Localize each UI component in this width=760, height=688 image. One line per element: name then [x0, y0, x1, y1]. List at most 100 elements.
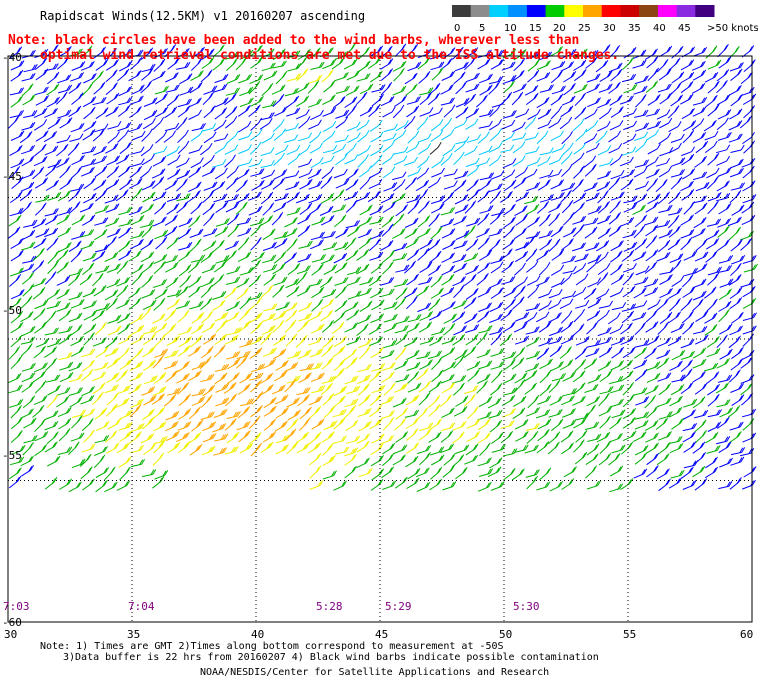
wind-barb [406, 322, 420, 334]
wind-barb [44, 208, 59, 217]
wind-barb [731, 394, 745, 407]
wind-barb [670, 169, 686, 178]
wind-barb [128, 250, 142, 262]
wind-barb [237, 227, 252, 237]
wind-barb [586, 480, 602, 490]
wind-barb [571, 242, 587, 252]
wind-barb [235, 179, 248, 193]
wind-barb [153, 297, 166, 311]
wind-barb [213, 344, 226, 358]
wind-barb [297, 144, 311, 157]
wind-barb [166, 193, 182, 202]
wind-barb [431, 356, 443, 370]
wind-barb [224, 286, 238, 299]
wind-barb [34, 177, 49, 189]
wind-barb [8, 297, 22, 310]
wind-barb [118, 85, 133, 97]
wind-barb [141, 224, 154, 238]
wind-barb [130, 238, 144, 250]
wind-barb [296, 82, 310, 94]
wind-barb [155, 236, 168, 250]
wind-barb [107, 314, 122, 324]
wind-barb [356, 323, 369, 336]
wind-barb [248, 191, 262, 201]
wind-barb [332, 435, 347, 444]
wind-barb [656, 251, 671, 262]
wind-barb [490, 347, 505, 357]
wind-barb [635, 339, 650, 348]
wind-barb [35, 68, 49, 81]
wind-barb [585, 142, 600, 153]
wind-barb [45, 179, 59, 191]
wind-barb [83, 177, 97, 190]
wind-barb [475, 94, 488, 108]
wind-barb [442, 301, 456, 312]
wind-barb [56, 275, 71, 286]
wind-barb [202, 190, 215, 204]
wind-barb [307, 98, 322, 108]
wind-barb [8, 346, 21, 360]
wind-barb [430, 130, 444, 142]
wind-barb [201, 166, 216, 177]
wind-barb [235, 56, 248, 71]
wind-barb [83, 120, 97, 132]
wind-barb [236, 168, 250, 180]
wind-barb [393, 179, 406, 192]
wind-barb [118, 249, 132, 261]
scale-swatch [695, 5, 715, 17]
scale-swatch [526, 5, 547, 17]
wind-barb [730, 262, 742, 277]
wind-barb [622, 146, 637, 156]
wind-barb [691, 82, 706, 94]
wind-barb [645, 432, 659, 443]
wind-barb [200, 284, 213, 298]
wind-barb [130, 458, 146, 468]
wind-barb [56, 57, 69, 70]
wind-barb [393, 129, 407, 142]
wind-barb [250, 405, 263, 418]
wind-barb [250, 442, 263, 457]
wind-barb [550, 93, 564, 106]
wind-barb [310, 109, 324, 121]
wind-barb [45, 374, 61, 383]
wind-barb [23, 417, 37, 429]
wind-barb [167, 168, 181, 180]
wind-barb [371, 384, 386, 394]
wind-barb [118, 165, 131, 178]
wind-barb [57, 407, 72, 418]
wind-barb [130, 230, 145, 240]
wind-barb [319, 205, 334, 216]
wind-barb [166, 387, 182, 396]
wind-barb [394, 360, 409, 371]
wind-barb [742, 432, 757, 443]
wind-barb [56, 134, 71, 144]
map-title: Rapidscat Winds(12.5KM) v1 20160207 asce… [40, 9, 366, 23]
wind-barb [273, 251, 287, 264]
wind-barb [214, 372, 228, 385]
wind-barb [729, 108, 743, 120]
wind-barb [105, 178, 120, 190]
wind-barb [251, 363, 266, 373]
wind-barb [741, 45, 755, 58]
wind-barb [322, 241, 338, 251]
wind-barb [187, 345, 202, 357]
wind-barb [59, 361, 74, 371]
wind-barb [683, 398, 698, 408]
wind-barbs [7, 43, 758, 493]
wind-barb [455, 229, 470, 240]
wind-barb [466, 217, 481, 227]
lon-label-35: 35 [127, 628, 141, 641]
wind-barb [94, 244, 110, 253]
wind-barb [226, 165, 239, 179]
wind-barb [105, 217, 120, 227]
wind-barb [705, 456, 718, 469]
wind-barb [695, 140, 709, 154]
wind-barb [163, 254, 179, 264]
wind-barb [21, 271, 35, 285]
wind-barb [296, 387, 311, 396]
wind-barb [537, 108, 552, 120]
wind-barb [442, 144, 456, 157]
wind-barb [321, 230, 336, 239]
wind-barb [321, 69, 334, 83]
wind-barb [583, 133, 598, 145]
